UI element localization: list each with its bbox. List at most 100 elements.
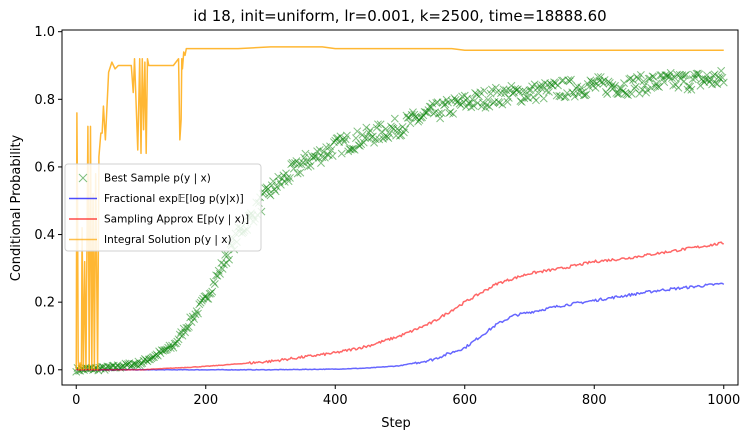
- best-sample-marker: [144, 355, 153, 364]
- best-sample-marker: [366, 126, 375, 135]
- best-sample-marker: [555, 92, 564, 100]
- best-sample-marker: [442, 95, 451, 104]
- best-sample-marker: [352, 134, 360, 143]
- best-sample-marker: [557, 76, 566, 85]
- legend-label: Best Sample p(y | x): [104, 173, 211, 185]
- best-sample-marker: [636, 71, 645, 79]
- y-tick-label: 1.0: [34, 25, 55, 40]
- best-sample-marker: [323, 150, 332, 159]
- legend-marker-x: [78, 173, 88, 183]
- best-sample-marker: [478, 98, 487, 107]
- y-tick-label: 0.6: [34, 160, 55, 175]
- best-sample-marker: [480, 86, 489, 95]
- best-sample-marker: [718, 73, 727, 82]
- best-sample-marker: [517, 98, 526, 106]
- legend-item: Fractional exp𝔼[log p(y|x)]: [69, 193, 244, 205]
- best-sample-marker: [668, 74, 676, 83]
- best-sample-marker: [627, 89, 636, 98]
- best-sample-marker: [596, 73, 605, 81]
- best-sample-marker: [271, 187, 280, 196]
- best-sample-marker: [222, 259, 231, 267]
- best-sample-marker: [449, 109, 458, 118]
- best-sample-marker: [223, 251, 232, 260]
- best-sample-marker: [484, 95, 493, 104]
- best-sample-marker: [679, 77, 688, 86]
- x-tick-label: 0: [72, 393, 80, 408]
- best-sample-marker: [634, 74, 643, 83]
- axis-ticks: 0 200 400 600 800 1000 0.0 0.2 0.4 0.6 0.8 1.0: [34, 25, 740, 408]
- best-sample-marker: [203, 294, 211, 303]
- best-sample-marker: [390, 114, 399, 123]
- best-sample-marker: [296, 168, 305, 177]
- legend-label: Fractional exp𝔼[log p(y|x)]: [104, 193, 244, 205]
- best-sample-marker: [408, 108, 417, 117]
- best-sample-marker: [165, 341, 174, 350]
- best-sample-marker: [644, 74, 653, 83]
- best-sample-marker: [436, 114, 445, 123]
- best-sample-marker: [434, 109, 443, 118]
- best-sample-marker: [138, 359, 147, 368]
- best-sample-marker: [566, 75, 575, 84]
- best-sample-marker: [543, 80, 552, 89]
- best-sample-marker: [194, 309, 202, 318]
- y-axis-label: Conditional Probability: [9, 134, 24, 281]
- best-sample-marker: [276, 180, 285, 189]
- best-sample-marker: [315, 146, 324, 154]
- best-sample-marker: [304, 162, 313, 171]
- best-sample-marker: [362, 123, 371, 132]
- x-tick-label: 400: [323, 393, 348, 408]
- legend-label: Integral Solution p(y | x): [104, 234, 232, 246]
- best-sample-marker: [313, 147, 322, 156]
- best-sample-marker: [532, 96, 540, 105]
- best-sample-marker: [340, 137, 349, 146]
- best-sample-marker: [385, 129, 394, 138]
- best-sample-marker: [293, 169, 302, 178]
- best-sample-marker: [544, 87, 553, 96]
- best-sample-marker: [583, 80, 592, 88]
- best-sample-marker: [285, 173, 294, 182]
- best-sample-marker: [332, 134, 341, 143]
- best-sample-marker: [666, 68, 675, 77]
- best-sample-marker: [582, 90, 591, 99]
- x-tick-label: 600: [452, 393, 477, 408]
- legend-item: Sampling Approx E[p(y | x)]: [69, 214, 249, 226]
- best-sample-marker: [542, 86, 551, 95]
- best-sample-marker: [350, 145, 359, 154]
- best-sample-marker: [130, 360, 139, 368]
- best-sample-marker: [389, 124, 398, 133]
- chart-title: id 18, init=uniform, lr=0.001, k=2500, t…: [193, 7, 606, 25]
- legend-box: [64, 163, 262, 252]
- best-sample-marker: [327, 146, 336, 154]
- best-sample-marker: [524, 93, 533, 102]
- best-sample-marker: [269, 177, 278, 186]
- best-sample-marker: [713, 80, 722, 88]
- best-sample-marker: [530, 80, 539, 89]
- best-sample-marker: [225, 255, 234, 264]
- series-sampling-approx-line: [76, 241, 724, 371]
- best-sample-marker: [348, 144, 357, 153]
- best-sample-marker: [614, 89, 623, 98]
- best-sample-marker: [652, 79, 661, 88]
- best-sample-marker: [498, 100, 507, 109]
- best-sample-marker: [273, 183, 281, 191]
- legend-item: Best Sample p(y | x): [78, 173, 211, 185]
- best-sample-marker: [467, 103, 476, 112]
- best-sample-marker: [374, 120, 382, 129]
- best-sample-marker: [608, 80, 617, 89]
- best-sample-marker: [682, 70, 691, 79]
- best-sample-marker: [266, 191, 275, 200]
- x-tick-label: 800: [582, 393, 607, 408]
- best-sample-marker: [618, 87, 627, 96]
- y-tick-label: 0.8: [34, 93, 55, 108]
- best-sample-marker: [192, 307, 201, 316]
- best-sample-marker: [717, 66, 726, 75]
- best-sample-marker: [407, 110, 416, 119]
- x-axis-label: Step: [381, 416, 411, 431]
- best-sample-marker: [591, 83, 600, 92]
- best-sample-marker: [525, 86, 534, 95]
- best-sample-marker: [361, 134, 369, 143]
- best-sample-marker: [184, 322, 193, 331]
- best-sample-marker: [175, 330, 184, 339]
- best-sample-marker: [560, 93, 569, 102]
- best-sample-marker: [337, 149, 346, 158]
